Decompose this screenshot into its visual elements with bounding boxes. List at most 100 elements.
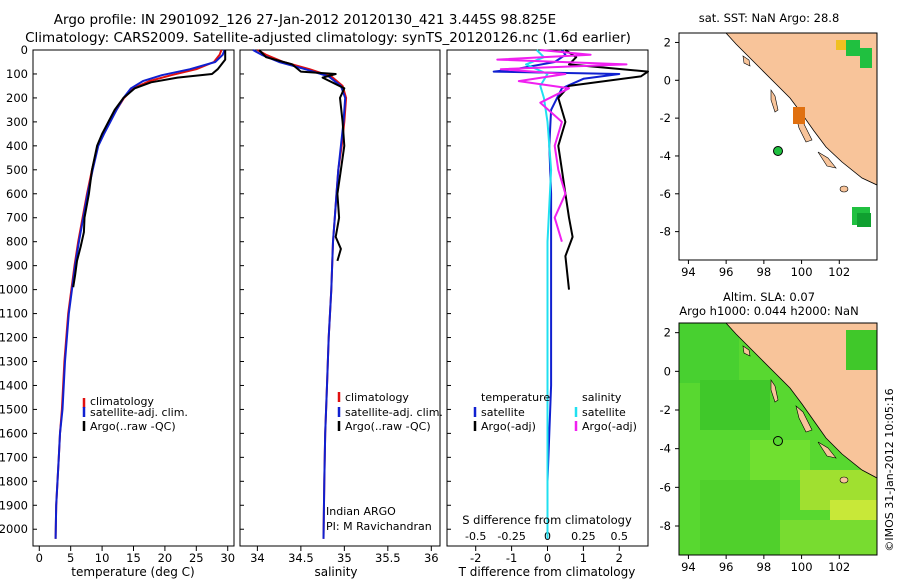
temperature-series <box>54 49 227 539</box>
depth-tick-label: 2000 <box>0 522 28 536</box>
lon-tick-label: 96 <box>719 265 734 279</box>
lat-tick-label: 0 <box>664 73 671 87</box>
difference-panel: -2 -1 0 1 2-0.5 -0.25 0 0.25 0.5 S difference fr… <box>446 49 649 579</box>
series-line-salinity-argo-adj- <box>496 49 628 242</box>
s-tick-label: 0.5 <box>611 530 629 543</box>
depth-tick-label: 1400 <box>0 378 28 392</box>
salinity-series <box>252 49 348 539</box>
x-tick-label: 15 <box>126 551 141 565</box>
island <box>770 379 779 403</box>
temperature-panel: 0100200300400500600700800900100011001200… <box>0 43 235 579</box>
x-tick-label: 10 <box>95 551 110 565</box>
sla-map-frame <box>678 322 878 556</box>
lon-tick-label: 100 <box>791 265 813 279</box>
legend-t-satellite-label: satellite <box>481 406 525 419</box>
legend-argo-label: Argo(..raw -QC) <box>90 420 176 433</box>
island <box>839 185 849 193</box>
depth-tick-label: 300 <box>6 115 28 129</box>
depth-tick-label: 100 <box>6 67 28 81</box>
depth-tick-label: 1700 <box>0 450 28 464</box>
sla-map-panel: Altim. SLA: 0.07 Argo h1000: 0.044 h2000… <box>660 290 878 574</box>
lat-tick-label: -6 <box>660 480 671 494</box>
s-tick-label: -0.25 <box>497 530 525 543</box>
depth-tick-label: 200 <box>6 91 28 105</box>
depth-axis: 0 100 200 300 400 500 600 700 800 900 1000 1100 1200… <box>0 43 28 536</box>
legend-t-argo-label: Argo(-adj) <box>481 420 536 433</box>
island <box>795 405 813 433</box>
depth-tick-label: 800 <box>6 235 28 249</box>
temperature-x-axis: 0 5 10 15 20 25 30 <box>33 49 235 565</box>
sst-cell <box>836 40 846 50</box>
island <box>770 89 779 113</box>
sst-cell <box>860 48 872 68</box>
x-tick-label: 34 <box>250 551 265 565</box>
lon-tick-label: 102 <box>828 560 850 574</box>
temperature-plot-frame <box>32 49 235 547</box>
salinity-x-axis: 34 34.5 35 35.5 36 <box>240 49 439 565</box>
series-line-satellite-adj-clim- <box>252 49 347 539</box>
x-tick-label: 0 <box>36 551 43 565</box>
s-tick-label: 0.25 <box>571 530 596 543</box>
x-tick-label: -2 <box>470 551 481 565</box>
sla-cell <box>780 520 877 555</box>
series-line-salinity-satellite <box>525 49 553 539</box>
legend-satellite-label: satellite-adj. clim. <box>90 406 188 419</box>
lat-tick-label: -4 <box>660 149 671 163</box>
salinity-xlabel: salinity <box>314 565 357 579</box>
lat-tick-label: 0 <box>664 364 671 378</box>
salinity-panel: 34 34.5 35 35.5 36 salinity climatology sate… <box>239 49 443 579</box>
lon-tick-label: 102 <box>828 265 850 279</box>
series-line-argo-raw-qc- <box>72 50 227 288</box>
depth-tick-label: 1600 <box>0 426 28 440</box>
legend-climatology-label: climatology <box>90 395 154 408</box>
lon-tick-label: 98 <box>757 265 772 279</box>
argo-float-marker <box>773 146 783 156</box>
island <box>839 476 849 484</box>
t-difference-label: T difference from climatology <box>458 565 636 579</box>
depth-tick-label: 1000 <box>0 283 28 297</box>
temperature-legend: climatology satellite-adj. clim. Argo(..… <box>82 395 188 433</box>
lat-tick-label: 2 <box>664 326 671 340</box>
x-tick-label: 1 <box>580 551 587 565</box>
x-tick-label: 2 <box>616 551 623 565</box>
legend-salinity-heading: salinity <box>582 391 622 404</box>
lon-tick-label: 94 <box>681 560 696 574</box>
s-difference-label: S difference from climatology <box>462 513 632 527</box>
sumatra-land <box>725 323 877 479</box>
sla-cell <box>700 380 770 430</box>
depth-tick-label: 1800 <box>0 474 28 488</box>
x-tick-label: 34.5 <box>288 551 314 565</box>
sla-map-axes: 94 96 98 100 102 2 0 -2 -4 -6 -8 <box>660 326 851 574</box>
figure-title-line2: Climatology: CARS2009. Satellite-adjuste… <box>25 30 631 46</box>
x-tick-label: 35.5 <box>375 551 401 565</box>
depth-tick-label: 900 <box>6 259 28 273</box>
depth-tick-label: 400 <box>6 139 28 153</box>
depth-tick-label: 500 <box>6 163 28 177</box>
difference-series <box>492 49 649 539</box>
sst-cell <box>793 107 805 124</box>
difference-legend-salinity: salinity satellite Argo(-adj) <box>574 391 637 433</box>
s-tick-label: -0.5 <box>465 530 486 543</box>
depth-tick-label: 1300 <box>0 354 28 368</box>
x-tick-label: 0 <box>544 551 551 565</box>
sla-map-title: Altim. SLA: 0.07 <box>723 290 815 304</box>
x-tick-label: 36 <box>424 551 439 565</box>
legend-s-satellite-label: satellite <box>582 406 626 419</box>
sla-cell <box>846 330 877 370</box>
lat-tick-label: -6 <box>660 187 671 201</box>
island <box>817 441 837 459</box>
imos-timestamp: ©IMOS 31-Jan-2012 10:05:16 <box>883 388 896 551</box>
sst-cell <box>857 213 871 227</box>
sst-cell <box>846 40 860 56</box>
sla-map-subtitle: Argo h1000: 0.044 h2000: NaN <box>679 304 858 318</box>
lat-tick-label: 2 <box>664 35 671 49</box>
depth-tick-label: 1200 <box>0 331 28 345</box>
x-tick-label: -1 <box>506 551 517 565</box>
lat-tick-label: -2 <box>660 111 671 125</box>
x-tick-label: 20 <box>158 551 173 565</box>
island <box>742 345 751 357</box>
depth-tick-label: 1500 <box>0 402 28 416</box>
depth-tick-label: 0 <box>21 43 28 57</box>
temperature-xlabel: temperature (deg C) <box>71 565 194 579</box>
